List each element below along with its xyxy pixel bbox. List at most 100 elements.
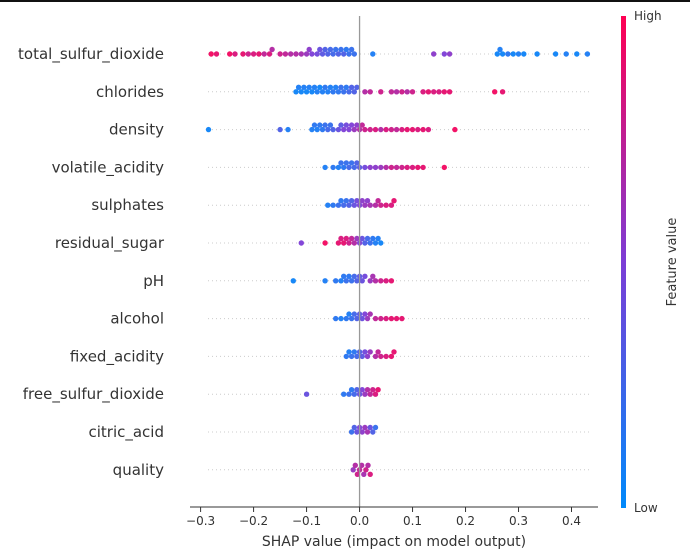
shap-point bbox=[322, 122, 328, 128]
shap-point bbox=[370, 273, 376, 279]
shap-point bbox=[375, 349, 381, 355]
shap-point bbox=[362, 391, 368, 397]
shap-point bbox=[338, 278, 344, 284]
shap-point bbox=[338, 235, 344, 242]
colorbar-gradient bbox=[621, 16, 626, 508]
shap-point bbox=[293, 89, 299, 95]
shap-point bbox=[343, 160, 349, 166]
shap-point bbox=[338, 160, 344, 166]
shap-point bbox=[409, 164, 416, 171]
shap-point bbox=[341, 51, 347, 57]
shap-point bbox=[266, 51, 273, 57]
x-tick-label: −0.3 bbox=[186, 514, 215, 528]
shap-point bbox=[348, 387, 355, 393]
shap-point bbox=[354, 160, 360, 166]
shap-point bbox=[351, 424, 357, 431]
x-tick-label: 0.0 bbox=[350, 514, 369, 528]
shap-point bbox=[232, 51, 238, 57]
shap-point bbox=[499, 89, 506, 95]
shap-point bbox=[346, 51, 352, 57]
shap-point bbox=[367, 164, 373, 171]
shap-point bbox=[343, 198, 349, 204]
shap-point bbox=[341, 126, 347, 133]
shap-point bbox=[325, 126, 331, 133]
feature-label: quality bbox=[113, 461, 164, 479]
shap-point bbox=[494, 51, 500, 57]
shap-point bbox=[325, 202, 331, 208]
shap-point bbox=[563, 51, 569, 57]
shap-point bbox=[346, 273, 352, 279]
feature-label: alcohol bbox=[110, 310, 164, 328]
shap-point bbox=[335, 240, 342, 246]
shap-point bbox=[354, 429, 360, 435]
feature-label: volatile_acidity bbox=[52, 158, 165, 177]
shap-point bbox=[431, 89, 437, 95]
shap-point bbox=[367, 278, 373, 284]
shap-point bbox=[354, 84, 360, 91]
shap-point bbox=[372, 391, 379, 397]
shap-point bbox=[333, 315, 339, 322]
shap-point bbox=[446, 51, 453, 57]
shap-point bbox=[348, 315, 355, 322]
shap-point bbox=[367, 424, 373, 431]
shap-point bbox=[364, 315, 371, 322]
shap-point bbox=[359, 235, 365, 242]
shap-point bbox=[319, 89, 326, 95]
shap-point bbox=[446, 89, 453, 95]
colorbar: High Low Feature value bbox=[621, 9, 680, 515]
shap-point bbox=[388, 353, 395, 360]
shap-point bbox=[399, 164, 405, 171]
shap-point bbox=[378, 353, 384, 360]
shap-point bbox=[330, 51, 336, 57]
shap-point bbox=[293, 51, 299, 57]
shap-point bbox=[372, 353, 379, 360]
shap-point bbox=[359, 315, 365, 322]
shap-point bbox=[365, 462, 371, 468]
shap-point bbox=[346, 202, 352, 208]
shap-point bbox=[359, 429, 365, 435]
shap-point bbox=[227, 51, 233, 57]
feature-label: fixed_acidity bbox=[70, 347, 164, 366]
shap-point bbox=[303, 89, 310, 95]
shap-point bbox=[350, 467, 356, 473]
shap-point bbox=[372, 126, 379, 133]
colorbar-title: Feature value bbox=[665, 218, 680, 307]
shap-point bbox=[322, 164, 328, 171]
shap-point bbox=[552, 51, 559, 57]
shap-point bbox=[420, 126, 426, 133]
shap-point bbox=[497, 46, 503, 53]
shap-point bbox=[269, 46, 275, 53]
shap-point bbox=[370, 429, 376, 435]
x-tick-label: −0.2 bbox=[239, 514, 268, 528]
shap-point bbox=[333, 46, 339, 53]
shap-point bbox=[388, 126, 395, 133]
shap-point bbox=[388, 278, 395, 284]
shap-point bbox=[335, 51, 342, 57]
shap-point bbox=[335, 202, 342, 208]
shap-point bbox=[515, 51, 522, 57]
shap-point bbox=[343, 46, 349, 53]
shap-point bbox=[341, 240, 347, 246]
shap-point bbox=[367, 240, 373, 246]
shap-point bbox=[338, 198, 344, 204]
shap-point bbox=[327, 122, 334, 128]
shap-point bbox=[352, 462, 358, 468]
x-tick-label: −0.1 bbox=[292, 514, 321, 528]
shap-point bbox=[314, 126, 320, 133]
shap-point bbox=[425, 89, 432, 95]
shap-point bbox=[354, 353, 360, 360]
shap-point bbox=[348, 353, 355, 360]
feature-label: free_sulfur_dioxide bbox=[23, 385, 164, 404]
shap-point bbox=[351, 273, 357, 279]
shap-point bbox=[420, 164, 426, 171]
feature-label: citric_acid bbox=[88, 423, 164, 442]
shap-point bbox=[364, 353, 371, 360]
shap-point bbox=[288, 51, 294, 57]
shap-point bbox=[362, 126, 368, 133]
shap-point bbox=[298, 89, 304, 95]
shap-point bbox=[298, 51, 304, 57]
shap-point bbox=[431, 51, 437, 57]
shap-point bbox=[383, 164, 389, 171]
shap-point bbox=[367, 391, 373, 397]
shap-point bbox=[338, 122, 344, 128]
